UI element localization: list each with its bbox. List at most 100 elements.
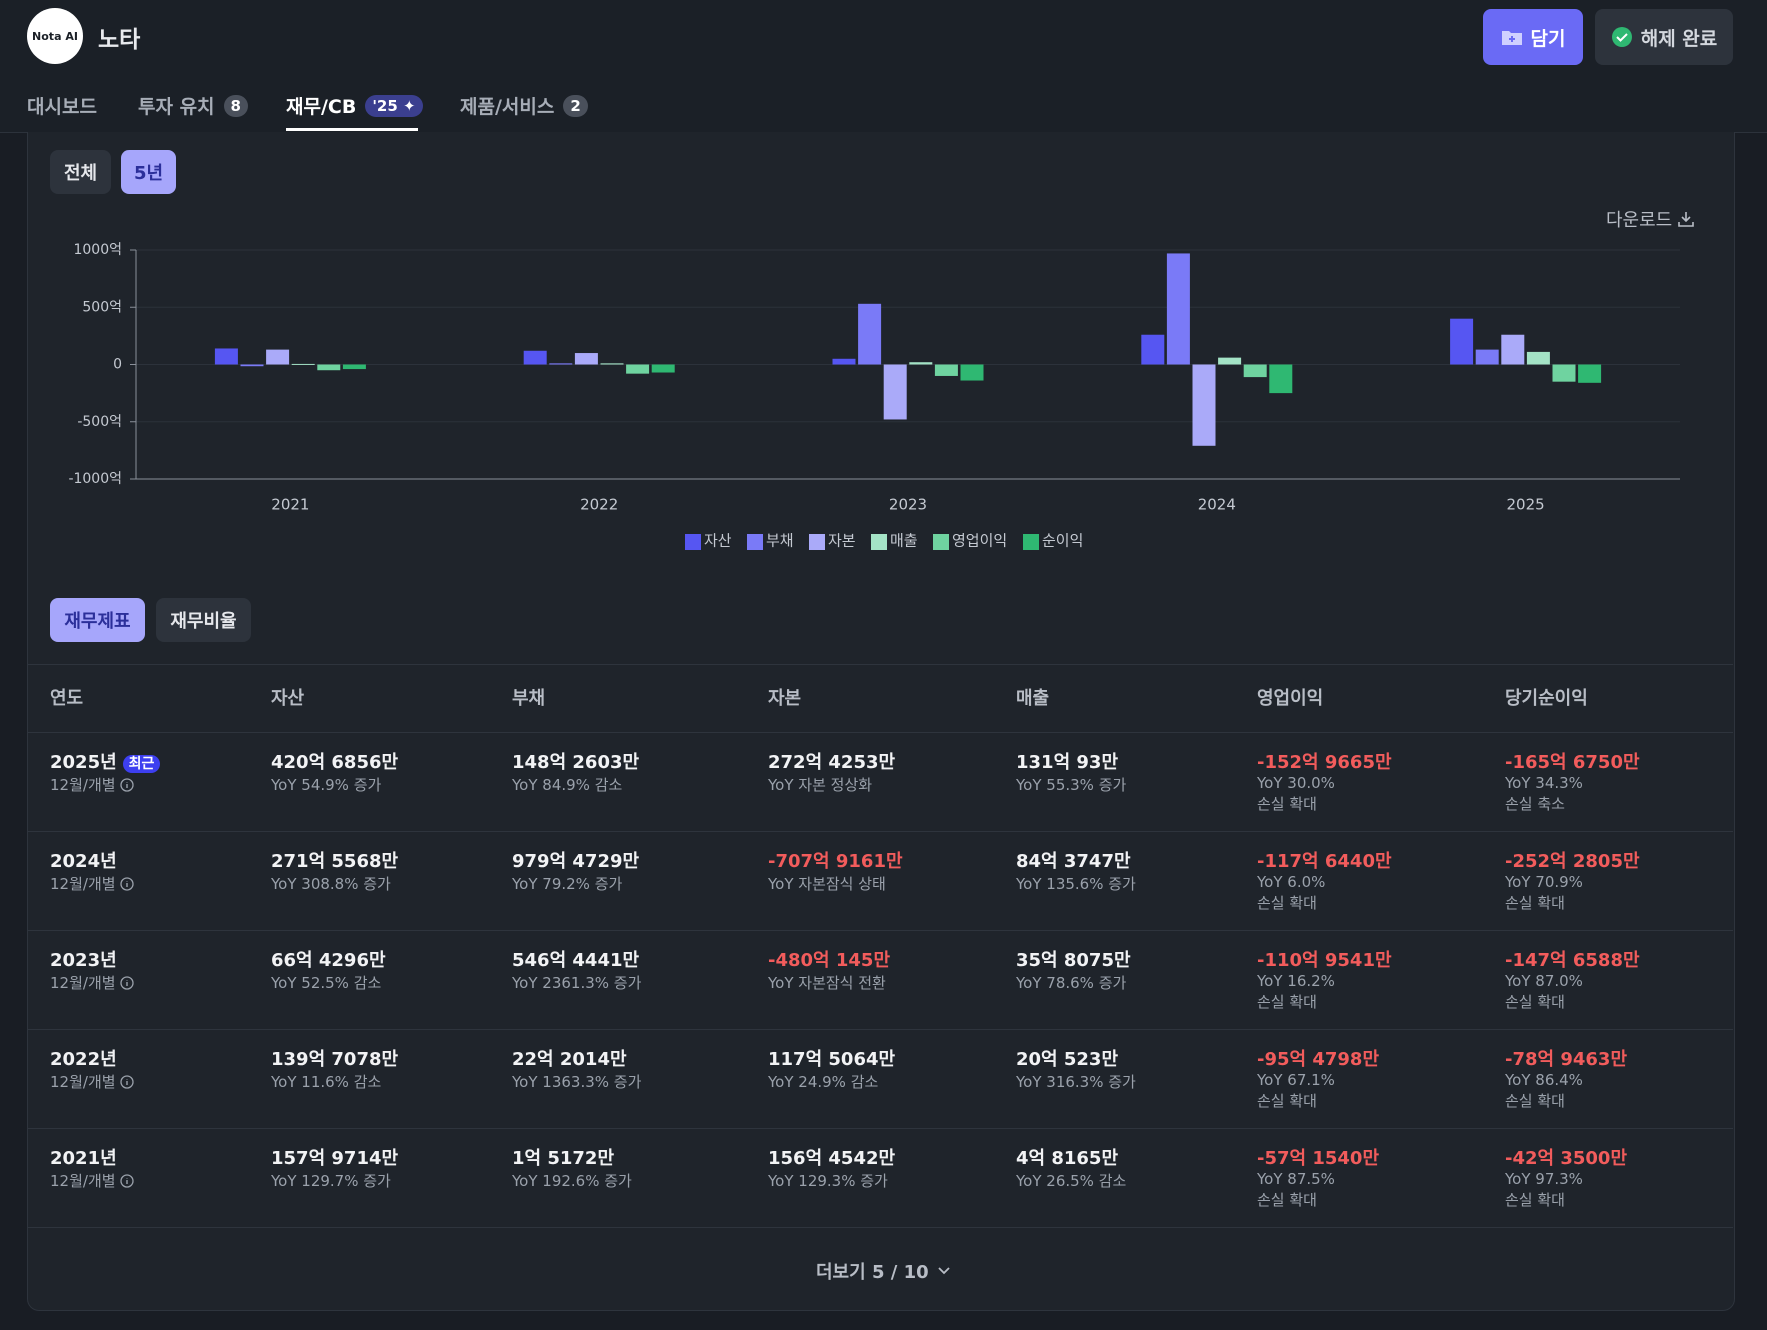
row-divider: [27, 732, 1733, 733]
tab[interactable]: 제품/서비스 2: [460, 92, 588, 119]
folder-icon: [1501, 31, 1522, 45]
cell-value: 420억 6856만: [271, 752, 399, 773]
bar: [1243, 364, 1267, 378]
bar: [317, 364, 341, 371]
legend-swatch: [809, 534, 825, 550]
cell-yoy: YoY 78.6% 증가: [1016, 974, 1127, 992]
table-tab[interactable]: 재무제표: [50, 598, 145, 642]
download-button[interactable]: 다운로드: [1606, 206, 1695, 232]
cell-value: -95억 4798만: [1257, 1049, 1380, 1070]
legend-label: 매출: [890, 532, 918, 550]
bar: [858, 303, 882, 365]
cell-yoy: YoY 129.3% 증가: [768, 1172, 888, 1190]
cell-note: 손실 확대: [1505, 1092, 1565, 1110]
bar: [651, 364, 675, 373]
cell-value: 131억 93만: [1016, 752, 1119, 773]
cell-note: 손실 확대: [1257, 894, 1317, 912]
cell-value: -707억 9161만: [768, 851, 903, 872]
cell-yoy: YoY 34.3%: [1505, 774, 1583, 792]
bar: [1269, 364, 1293, 394]
period-note: 12월/개별: [50, 774, 134, 795]
period-text: 12월/개별: [50, 776, 116, 794]
bar: [342, 364, 366, 370]
y-tick-label: 1000억: [73, 242, 122, 258]
bar: [214, 348, 238, 365]
cell-yoy: YoY 86.4%: [1505, 1071, 1583, 1089]
x-tick-label: 2023: [889, 496, 927, 514]
column-header: 영업이익: [1257, 688, 1324, 709]
cell-yoy: YoY 54.9% 증가: [271, 776, 382, 794]
cell-note: 손실 축소: [1505, 795, 1565, 813]
legend-label: 자산: [704, 532, 732, 550]
cell-yoy: YoY 55.3% 증가: [1016, 776, 1127, 794]
cell-value: -480억 145만: [768, 950, 891, 971]
x-tick-label: 2024: [1198, 496, 1236, 514]
tab-label: 투자 유치: [138, 96, 215, 118]
cell-yoy: YoY 6.0%: [1257, 873, 1326, 891]
bar: [1501, 334, 1525, 365]
period-button[interactable]: 5년: [121, 150, 176, 194]
cell-note: 손실 확대: [1505, 894, 1565, 912]
cell-value: 66억 4296만: [271, 950, 386, 971]
bar: [832, 358, 856, 365]
bar: [1552, 364, 1576, 382]
legend-swatch: [871, 534, 887, 550]
cell-yoy: YoY 11.6% 감소: [271, 1073, 382, 1091]
cell-yoy: YoY 84.9% 감소: [512, 776, 623, 794]
year: 2023년: [50, 946, 117, 972]
cell-value: 1억 5172만: [512, 1148, 615, 1169]
legend-swatch: [1023, 534, 1039, 550]
row-divider: [27, 1227, 1733, 1228]
period-button[interactable]: 전체: [50, 150, 111, 194]
legend-swatch: [747, 534, 763, 550]
cell-note: 손실 확대: [1257, 993, 1317, 1011]
info-icon: [119, 1174, 134, 1188]
column-header: 매출: [1016, 688, 1050, 709]
cell-note: 손실 확대: [1257, 1191, 1317, 1209]
top-bar: [0, 0, 1767, 133]
save-button[interactable]: 담기: [1483, 9, 1583, 65]
year: 2021년: [50, 1144, 117, 1170]
cell-yoy: YoY 1363.3% 증가: [512, 1073, 642, 1091]
tab[interactable]: 재무/CB '25 ✦: [286, 92, 423, 119]
info-icon: [119, 877, 134, 891]
cell-note: 손실 확대: [1257, 795, 1317, 813]
table-tab[interactable]: 재무비율: [156, 598, 251, 642]
more-button[interactable]: 더보기 5 / 10: [816, 1258, 951, 1284]
cell-yoy: YoY 135.6% 증가: [1016, 875, 1136, 893]
period-text: 12월/개별: [50, 974, 116, 992]
unlock-button[interactable]: 해제 완료: [1595, 9, 1733, 65]
info-icon: [119, 976, 134, 990]
bar: [934, 364, 958, 376]
download-label: 다운로드: [1606, 210, 1673, 231]
cell-yoy: YoY 2361.3% 증가: [512, 974, 642, 992]
bar: [291, 363, 315, 365]
recent-badge: 최근: [122, 755, 161, 773]
bar: [523, 350, 547, 365]
bar: [626, 364, 650, 374]
bar: [240, 364, 264, 367]
x-tick-label: 2021: [271, 496, 309, 514]
tab[interactable]: 투자 유치 8: [138, 92, 248, 119]
cell-yoy: YoY 316.3% 증가: [1016, 1073, 1136, 1091]
bar: [574, 353, 598, 365]
legend-swatch: [933, 534, 949, 550]
cell-value: 139억 7078만: [271, 1049, 399, 1070]
tab-label: 제품/서비스: [460, 96, 555, 118]
period-note: 12월/개별: [50, 1170, 134, 1191]
x-tick-label: 2022: [580, 496, 618, 514]
column-header: 부채: [512, 688, 546, 709]
row-divider: [27, 1029, 1733, 1030]
column-header: 자본: [768, 688, 802, 709]
y-tick-label: -1000억: [68, 471, 122, 487]
tab[interactable]: 대시보드: [27, 92, 97, 119]
cell-note: 손실 확대: [1505, 1191, 1565, 1209]
bar: [1218, 357, 1242, 365]
cell-value: -252억 2805만: [1505, 851, 1640, 872]
cell-yoy: YoY 자본 정상화: [768, 776, 873, 794]
logo: Nota AI: [27, 8, 83, 64]
cell-value: 148억 2603만: [512, 752, 640, 773]
row-divider: [27, 831, 1733, 832]
year-text: 2023년: [50, 950, 117, 971]
period-note: 12월/개별: [50, 1071, 134, 1092]
